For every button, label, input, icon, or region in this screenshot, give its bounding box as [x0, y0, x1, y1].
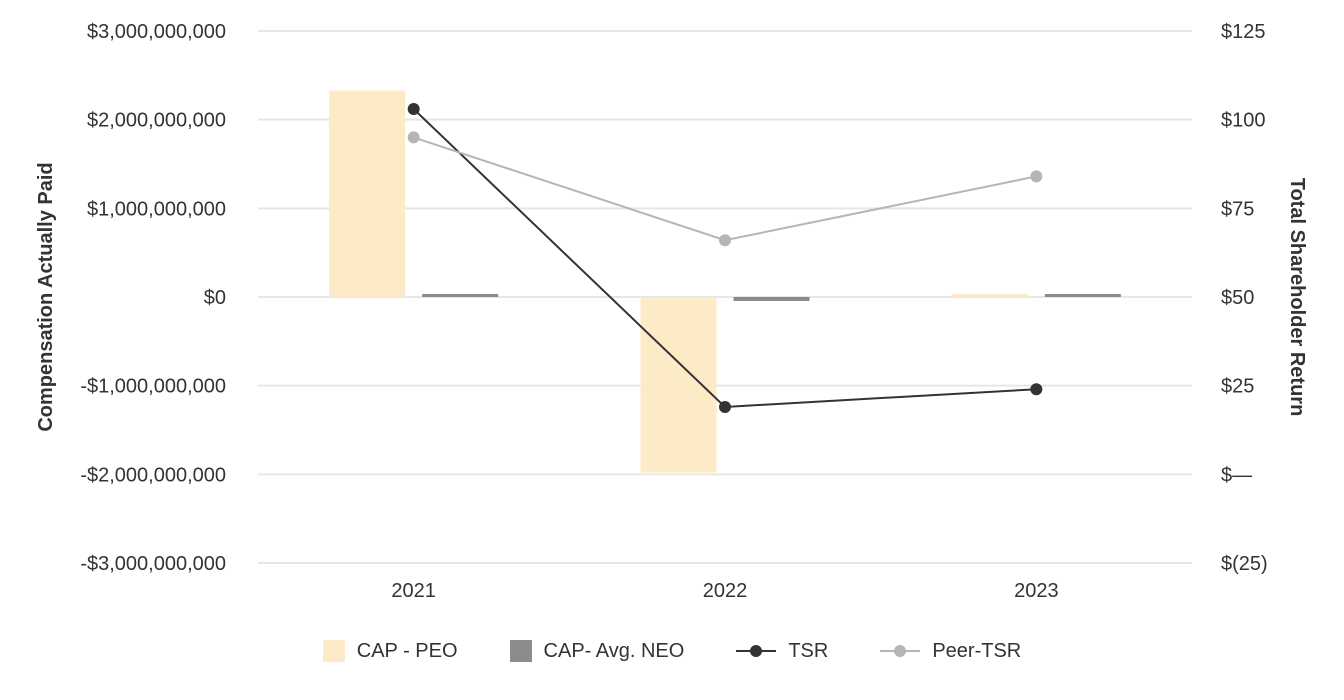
legend-item-tsr: TSR	[736, 640, 828, 663]
left-axis-ticks: $3,000,000,000 $2,000,000,000 $1,000,000,0…	[80, 21, 226, 575]
point-tsr-2021	[407, 103, 420, 116]
legend-swatch-tsr	[736, 640, 777, 662]
left-tick-label: -$2,000,000,000	[80, 464, 226, 486]
left-tick-label: -$3,000,000,000	[80, 553, 226, 575]
left-tick-label: $3,000,000,000	[87, 21, 226, 43]
left-axis-title: Compensation Actually Paid	[35, 162, 57, 431]
x-tick-label: 2022	[703, 580, 748, 602]
bar-cap-avg-neo-2021	[422, 294, 499, 297]
point-tsr-2023	[1030, 383, 1043, 396]
left-tick-label: $2,000,000,000	[87, 110, 226, 132]
left-tick-label: -$1,000,000,000	[80, 376, 226, 398]
legend-swatch-cap-avg-neo	[509, 640, 532, 662]
x-tick-label: 2023	[1014, 580, 1059, 602]
line-tsr	[412, 108, 1037, 408]
gridlines	[258, 30, 1192, 564]
right-tick-label: $125	[1221, 21, 1266, 43]
point-tsr-2022	[719, 400, 731, 413]
series-lines	[407, 103, 1043, 413]
bar-cap-peo-2021	[329, 90, 406, 297]
right-tick-label: $50	[1221, 287, 1254, 309]
x-tick-label: 2021	[391, 580, 436, 602]
line-peer-tsr	[413, 136, 1037, 242]
legend-swatch-cap-peo	[322, 640, 345, 662]
point-peer-tsr-2023	[1030, 170, 1043, 183]
right-tick-label: $—	[1221, 464, 1252, 486]
legend-item-cap-peo: CAP - PEO	[322, 639, 458, 663]
point-peer-tsr-2021	[407, 131, 420, 144]
left-tick-label: $0	[204, 287, 226, 309]
legend-item-peer-tsr: Peer-TSR	[880, 640, 1021, 663]
right-tick-label: $75	[1221, 198, 1254, 220]
right-axis-title: Total Shareholder Return	[1286, 178, 1308, 417]
right-tick-label: $(25)	[1221, 553, 1268, 575]
right-axis-ticks: $125 $100 $75 $50 $25 $— $(25)	[1221, 21, 1268, 575]
legend-label: CAP- Avg. NEO	[543, 639, 685, 662]
right-tick-label: $100	[1221, 110, 1266, 132]
bar-cap-peo-2023	[951, 294, 1028, 297]
right-tick-label: $25	[1221, 376, 1254, 398]
legend-label: TSR	[788, 639, 829, 662]
legend-label: Peer-TSR	[932, 639, 1022, 662]
bar-cap-peo-2022	[640, 297, 717, 473]
left-tick-label: $1,000,000,000	[87, 198, 226, 220]
legend-label: CAP - PEO	[356, 639, 458, 662]
legend-swatch-peer-tsr	[880, 640, 921, 662]
bar-cap-avg-neo-2022	[733, 297, 810, 301]
legend: CAP - PEO CAP- Avg. NEO TSR Peer-TSR	[0, 633, 1344, 669]
x-axis-ticks: 2021 2022 2023	[391, 580, 1058, 602]
bars	[329, 90, 1121, 473]
point-peer-tsr-2022	[719, 234, 731, 247]
legend-item-cap-avg-neo: CAP- Avg. NEO	[509, 639, 685, 663]
bar-cap-avg-neo-2023	[1044, 294, 1121, 297]
